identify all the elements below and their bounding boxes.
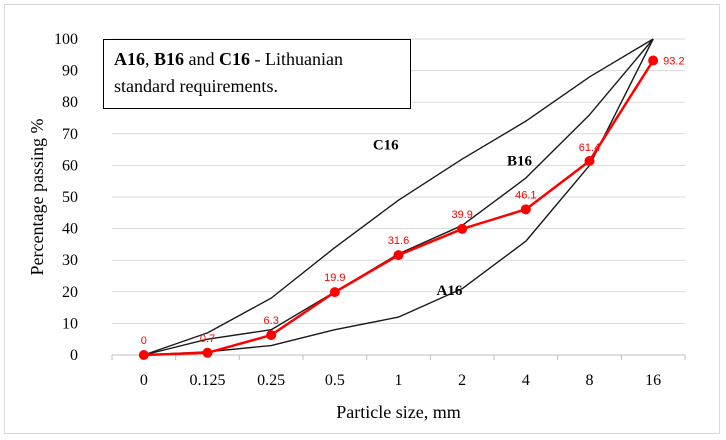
x-tick-label: 4 bbox=[522, 372, 530, 389]
y-tick-label: 60 bbox=[62, 157, 78, 174]
y-tick-label: 10 bbox=[62, 315, 78, 332]
data-point bbox=[457, 223, 468, 234]
y-tick-label: 70 bbox=[62, 126, 78, 143]
x-tick-label: 0 bbox=[140, 372, 148, 389]
series-line-C16 bbox=[143, 38, 654, 356]
y-tick-label: 40 bbox=[62, 221, 78, 238]
series-lines bbox=[138, 38, 659, 360]
x-tick-label: 0.25 bbox=[257, 372, 285, 389]
y-tick-label: 30 bbox=[62, 252, 78, 269]
note-text: A16 bbox=[114, 49, 145, 69]
series-line-A16 bbox=[143, 38, 654, 356]
y-tick-label: 0 bbox=[70, 347, 78, 364]
data-label: 31.6 bbox=[388, 235, 409, 247]
data-point bbox=[584, 155, 595, 166]
data-point bbox=[648, 55, 659, 66]
y-axis-title: Percentage passing % bbox=[27, 119, 47, 276]
data-label: 61.4 bbox=[579, 142, 600, 154]
curve-label-A16: A16 bbox=[437, 283, 463, 299]
x-tick-label: 0.5 bbox=[325, 372, 345, 389]
data-label: 19.9 bbox=[324, 272, 345, 284]
labels: 0 0.7 6.3 19.9 31.6 39.9 46.1 61.4 93.2 C16 B16 A16 bbox=[141, 55, 685, 347]
x-tick-label: 8 bbox=[586, 372, 594, 389]
y-tick-label: 80 bbox=[62, 94, 78, 111]
data-point bbox=[202, 347, 213, 358]
y-tick-label: 50 bbox=[62, 189, 78, 206]
x-tick-label: 2 bbox=[458, 372, 466, 389]
axes: 0 10 20 30 40 50 60 70 80 90 100 0 0.125 0.25 0.5 1 2 4 8 1… bbox=[54, 31, 686, 389]
x-tick-label: 1 bbox=[395, 372, 403, 389]
x-tick-label: 0.125 bbox=[190, 372, 226, 389]
standard-requirements-note: A16, B16 and C16 - Lithuanian standard r… bbox=[103, 39, 411, 109]
data-label: 93.2 bbox=[663, 55, 684, 67]
x-tick-label: 16 bbox=[645, 372, 661, 389]
data-label: 0 bbox=[141, 335, 147, 347]
y-tick-label: 20 bbox=[62, 284, 78, 301]
data-point bbox=[520, 204, 531, 215]
note-text: B16 bbox=[154, 49, 185, 69]
data-label: 46.1 bbox=[515, 189, 536, 201]
data-label: 6.3 bbox=[264, 315, 279, 327]
data-label: 0.7 bbox=[200, 333, 215, 345]
x-axis-title: Particle size, mm bbox=[336, 402, 460, 422]
note-text: and bbox=[184, 49, 220, 69]
data-point bbox=[138, 350, 149, 360]
note-text: , bbox=[145, 49, 154, 69]
y-tick-label: 100 bbox=[54, 31, 78, 48]
y-tick-label: 90 bbox=[62, 63, 78, 80]
data-label: 39.9 bbox=[451, 209, 472, 221]
data-point bbox=[329, 287, 340, 298]
curve-label-C16: C16 bbox=[373, 138, 399, 154]
data-point bbox=[393, 250, 404, 261]
note-text: - Lithuanian standard requirements. bbox=[114, 49, 343, 96]
data-point bbox=[266, 330, 277, 341]
curve-label-B16: B16 bbox=[507, 153, 533, 169]
note-text: C16 bbox=[219, 49, 251, 69]
